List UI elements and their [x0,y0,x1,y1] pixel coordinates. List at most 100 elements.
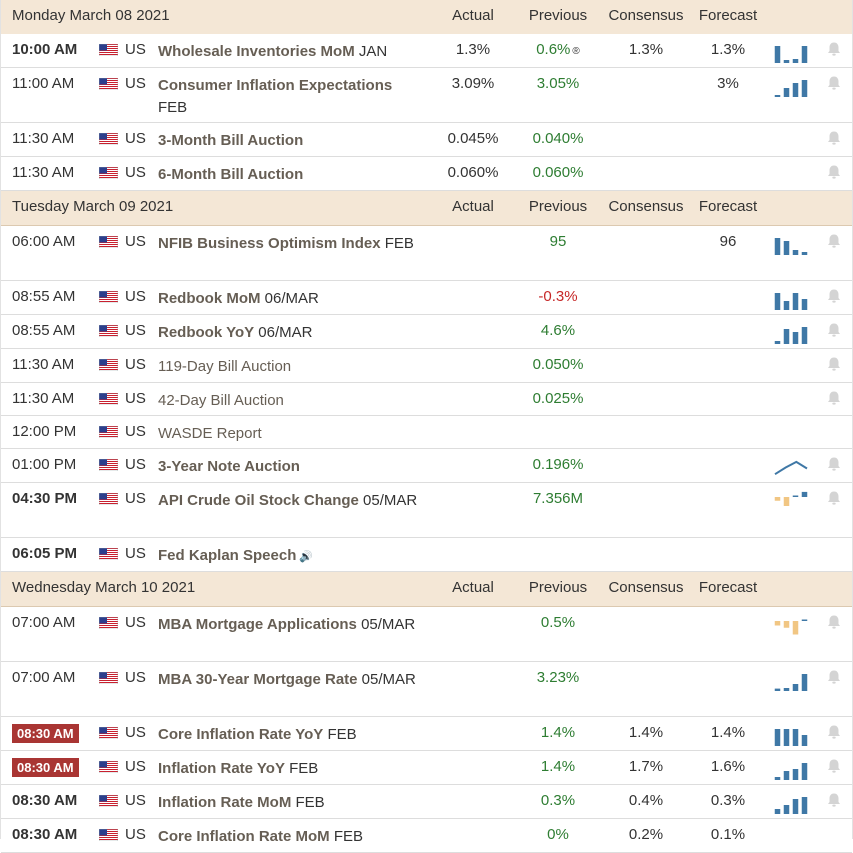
event-row[interactable]: 11:30 AM US 3-Month Bill Auction 0.045% 0.04… [1,123,852,157]
event-name-link[interactable]: WASDE Report [158,425,262,442]
event-row[interactable]: 11:30 AM US 119-Day Bill Auction 0.050% [1,349,852,383]
event-reference-period: FEB [333,828,364,845]
event-reference-period: 05/MAR [361,616,416,633]
event-name-link[interactable]: 42-Day Bill Auction [158,392,284,409]
event-row[interactable]: 01:00 PM US 3-Year Note Auction 0.196% [1,449,852,483]
bell-icon[interactable] [826,233,842,249]
previous-value: 1.4% [528,724,588,741]
sparkline-bar [783,241,790,255]
event-name-link[interactable]: Fed Kaplan Speech [158,547,297,564]
sparkline-bar [792,684,799,691]
sparkline-bar [801,491,808,497]
sparkline-chart[interactable] [773,491,809,513]
event-name-link[interactable]: Redbook MoM [158,290,261,307]
event-row[interactable]: 12:00 PM US WASDE Report [1,416,852,449]
event-row[interactable]: 08:30 AM US Inflation Rate YoY FEB 1.4% 1.7%… [1,751,852,785]
column-header-forecast: Forecast [698,579,758,596]
sparkline-chart[interactable] [773,615,809,637]
event-cell: MBA 30-Year Mortgage Rate 05/MAR [158,669,423,691]
event-name-link[interactable]: Redbook YoY [158,324,255,341]
sparkline-chart[interactable] [773,323,809,345]
day-header: Monday March 08 2021 Actual Previous Consen… [1,0,852,35]
sparkline-chart[interactable] [773,670,809,692]
event-row[interactable]: 08:55 AM US Redbook YoY 06/MAR 4.6% [1,315,852,349]
us-flag-icon [99,44,118,56]
event-name-link[interactable]: Inflation Rate YoY [158,760,285,777]
sparkline-bar [792,59,799,63]
country-code: US [125,826,146,843]
sparkline-bar [783,688,790,691]
event-row[interactable]: 11:30 AM US 42-Day Bill Auction 0.025% [1,383,852,416]
event-name-link[interactable]: 3-Month Bill Auction [158,132,304,149]
event-name-link[interactable]: 3-Year Note Auction [158,458,300,475]
event-name-link[interactable]: Core Inflation Rate YoY [158,726,324,743]
event-row[interactable]: 06:05 PM US Fed Kaplan Speech 🔊 [1,538,852,572]
bell-icon[interactable] [826,75,842,91]
bell-icon[interactable] [826,130,842,146]
event-name-link[interactable]: Wholesale Inventories MoM [158,43,355,60]
event-row[interactable]: 07:00 AM US MBA Mortgage Applications 05/M… [1,607,852,662]
previous-value-text: 1.4% [540,758,576,775]
sparkline-bar [792,83,799,97]
sparkline-bar [792,495,799,497]
event-row[interactable]: 11:00 AM US Consumer Inflation Expectation… [1,68,852,123]
bell-icon[interactable] [826,614,842,630]
bell-icon[interactable] [826,792,842,808]
event-name-link[interactable]: Inflation Rate MoM [158,794,292,811]
event-name-link[interactable]: API Crude Oil Stock Change [158,492,359,509]
event-name-link[interactable]: 119-Day Bill Auction [158,358,292,375]
previous-value: 0.040% [528,130,588,147]
previous-value-text: 0.050% [532,356,584,373]
sparkline-chart[interactable] [773,457,809,479]
bell-icon[interactable] [826,724,842,740]
bell-icon[interactable] [826,288,842,304]
sparkline-chart[interactable] [773,42,809,64]
event-cell: 6-Month Bill Auction [158,164,423,186]
bell-icon[interactable] [826,390,842,406]
previous-value-text: 0% [547,826,569,843]
country-code: US [125,614,146,631]
us-flag-icon [99,359,118,371]
event-row[interactable]: 08:30 AM US Inflation Rate MoM FEB 0.3% 0.4%… [1,785,852,819]
event-cell: Redbook MoM 06/MAR [158,288,423,310]
event-name-link[interactable]: MBA 30-Year Mortgage Rate [158,671,358,688]
event-row[interactable]: 06:00 AM US NFIB Business Optimism Index F… [1,226,852,281]
event-row[interactable]: 04:30 PM US API Crude Oil Stock Change 05/… [1,483,852,538]
country-code: US [125,456,146,473]
forecast-value: 3% [717,75,739,92]
event-name-link[interactable]: MBA Mortgage Applications [158,616,357,633]
event-name-link[interactable]: 6-Month Bill Auction [158,166,304,183]
bell-icon[interactable] [826,322,842,338]
event-time: 07:00 AM [12,669,76,686]
bell-icon[interactable] [826,164,842,180]
event-row[interactable]: 08:30 AM US Core Inflation Rate MoM FEB 0% 0… [1,819,852,853]
sparkline-chart[interactable] [773,289,809,311]
bell-icon[interactable] [826,356,842,372]
event-row[interactable]: 07:00 AM US MBA 30-Year Mortgage Rate 05/M… [1,662,852,717]
sparkline-bar [774,341,781,344]
sparkline-chart[interactable] [773,759,809,781]
event-name-link[interactable]: Core Inflation Rate MoM [158,828,330,845]
us-flag-icon [99,459,118,471]
sparkline-chart[interactable] [773,793,809,815]
sparkline-chart[interactable] [773,76,809,98]
event-row[interactable]: 08:55 AM US Redbook MoM 06/MAR -0.3% [1,281,852,315]
event-row[interactable]: 08:30 AM US Core Inflation Rate YoY FEB 1.4… [1,717,852,751]
event-name-link[interactable]: Consumer Inflation Expectations [158,77,393,94]
event-row[interactable]: 10:00 AM US Wholesale Inventories MoM JAN 1… [1,34,852,68]
us-flag-icon [99,133,118,145]
bell-icon[interactable] [826,758,842,774]
sparkline-bar [783,729,790,746]
event-row[interactable]: 11:30 AM US 6-Month Bill Auction 0.060% 0.06… [1,157,852,191]
event-name-link[interactable]: NFIB Business Optimism Index [158,235,381,252]
country-code: US [125,75,146,92]
bell-icon[interactable] [826,490,842,506]
previous-value-text: 3.23% [536,669,580,686]
previous-value-text: 0.3% [540,792,576,809]
day-header: Wednesday March 10 2021 Actual Previous Con… [1,572,852,607]
sparkline-chart[interactable] [773,725,809,747]
sparkline-chart[interactable] [773,234,809,256]
bell-icon[interactable] [826,669,842,685]
bell-icon[interactable] [826,41,842,57]
bell-icon[interactable] [826,456,842,472]
